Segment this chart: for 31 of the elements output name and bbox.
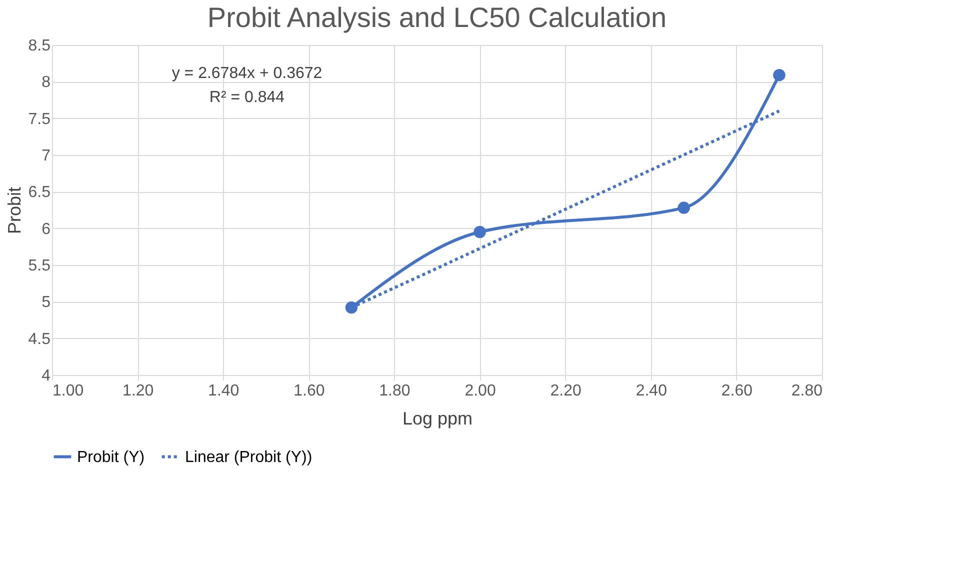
x-axis-title: Log ppm [402,408,473,428]
legend-label: Probit (Y) [77,448,145,466]
y-tick-label: 8 [42,74,51,92]
x-tick-label: 2.60 [721,382,753,400]
point [474,226,486,238]
y-tick-label: 8.5 [28,38,51,54]
annotation: y = 2.6784x + 0.3672 [172,65,322,82]
point [773,68,786,82]
x-tick-label: 1.80 [379,382,410,400]
y-tick-label: 6 [42,220,51,238]
y-tick-label: 5 [42,294,51,312]
y-tick-label: 6.5 [28,184,51,202]
x-tick-label: 2.20 [550,382,582,400]
point [345,301,358,314]
y-tick-label: 4 [42,368,51,384]
x-tick-label: 2.40 [636,382,668,400]
x-tick-label: 1.40 [208,382,240,400]
y-tick-label: 7 [42,148,51,164]
y-tick-label: 5.5 [28,258,51,274]
x-tick-label: 1.00 [52,382,84,400]
y-axis-title: Probit [4,186,24,234]
point [678,202,690,214]
y-tick-label: 4.5 [28,330,51,348]
x-tick-label: 2.80 [791,382,823,400]
chart-title: Probit Analysis and LC50 Calculation [207,2,667,33]
x-tick-label: 1.20 [122,382,154,400]
x-tick-label: 1.60 [294,382,325,400]
y-tick-label: 7.5 [28,110,51,128]
x-tick-label: 2.00 [464,382,496,400]
legend-label: Linear (Probit (Y)) [185,448,312,466]
annotation: R² = 0.844 [209,89,285,106]
